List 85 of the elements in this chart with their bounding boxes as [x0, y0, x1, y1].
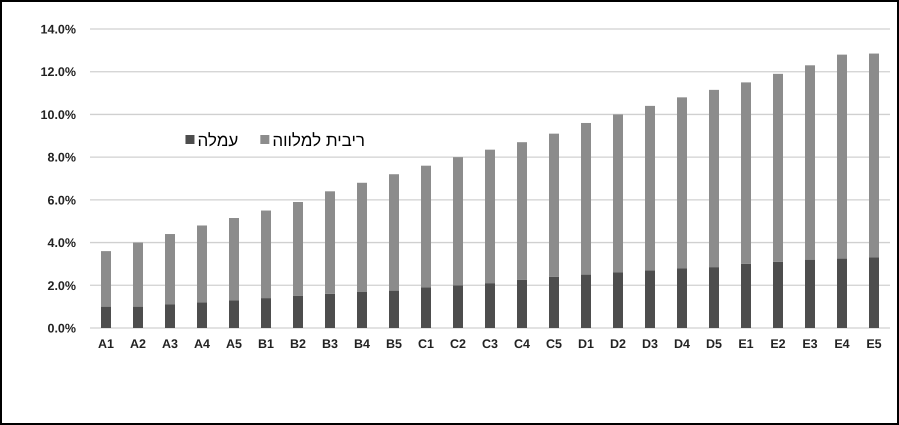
x-tick-label: D2 — [610, 337, 626, 351]
bar — [869, 54, 879, 258]
x-tick-label: D5 — [706, 337, 722, 351]
bar — [229, 300, 239, 328]
y-tick-label: 4.0% — [48, 236, 76, 250]
bar — [453, 285, 463, 328]
legend-label: ריבית למלווה — [272, 131, 365, 150]
bar — [741, 264, 751, 328]
legend-label: עמלה — [197, 131, 238, 150]
bar — [645, 106, 655, 270]
bar — [741, 82, 751, 264]
x-tick-label: D4 — [674, 337, 690, 351]
x-tick-label: E5 — [866, 337, 882, 351]
x-tick-label: B3 — [322, 337, 338, 351]
bar — [613, 272, 623, 328]
bar — [293, 296, 303, 328]
x-tick-label: B2 — [290, 337, 306, 351]
bar — [837, 258, 847, 328]
bar — [389, 174, 399, 291]
x-tick-label: A5 — [226, 337, 242, 351]
x-tick-label: C5 — [546, 337, 562, 351]
bar — [773, 262, 783, 328]
bar — [101, 306, 111, 328]
bar — [421, 166, 431, 288]
bar — [517, 142, 527, 280]
bar — [133, 306, 143, 328]
bar — [549, 276, 559, 328]
y-tick-label: 12.0% — [40, 65, 76, 80]
bar — [677, 97, 687, 268]
y-tick-label: 14.0% — [40, 22, 76, 36]
bar — [357, 182, 367, 292]
bar — [485, 283, 495, 328]
x-tick-label: E4 — [834, 337, 850, 351]
bar — [453, 157, 463, 286]
bar — [165, 304, 175, 328]
x-tick-label: E1 — [738, 337, 754, 351]
bar — [357, 292, 367, 328]
x-tick-label: C4 — [514, 337, 530, 351]
bar — [261, 298, 271, 328]
bar — [805, 260, 815, 328]
bar — [485, 150, 495, 284]
bar — [101, 251, 111, 307]
bar — [517, 280, 527, 328]
y-tick-label: 8.0% — [48, 150, 76, 165]
x-tick-label: C3 — [482, 337, 498, 351]
x-tick-label: A1 — [98, 337, 114, 351]
bar — [709, 267, 719, 328]
bar — [549, 134, 559, 277]
x-tick-label: D1 — [578, 337, 594, 351]
y-tick-label: 6.0% — [48, 193, 76, 208]
bar — [165, 234, 175, 305]
bar — [325, 191, 335, 294]
bar — [389, 290, 399, 328]
bar — [869, 258, 879, 328]
x-tick-label: A3 — [162, 337, 178, 351]
bar — [581, 122, 591, 275]
x-tick-label: A2 — [130, 337, 146, 351]
bar — [421, 287, 431, 328]
bar — [261, 210, 271, 298]
bar — [773, 74, 783, 262]
bar — [325, 294, 335, 328]
x-tick-label: D3 — [642, 337, 658, 351]
x-tick-label: C2 — [450, 337, 466, 351]
bar — [293, 202, 303, 296]
bar — [805, 65, 815, 260]
y-tick-label: 0.0% — [48, 322, 76, 336]
bar — [197, 302, 207, 328]
bar — [645, 270, 655, 328]
bar — [837, 54, 847, 259]
x-tick-label: E2 — [770, 337, 786, 351]
x-tick-label: B5 — [386, 337, 402, 351]
y-tick-label: 2.0% — [48, 278, 76, 293]
bar — [229, 218, 239, 300]
y-tick-label: 10.0% — [40, 108, 76, 122]
x-tick-label: E3 — [802, 337, 818, 351]
bar — [613, 114, 623, 272]
bar — [581, 274, 591, 328]
x-tick-label: B4 — [354, 337, 370, 351]
bar — [197, 225, 207, 302]
x-tick-label: B1 — [258, 337, 274, 351]
x-tick-label: C1 — [418, 337, 434, 351]
x-tick-label: A4 — [194, 337, 210, 351]
bar — [709, 90, 719, 268]
bar — [677, 268, 687, 328]
bar — [133, 242, 143, 307]
